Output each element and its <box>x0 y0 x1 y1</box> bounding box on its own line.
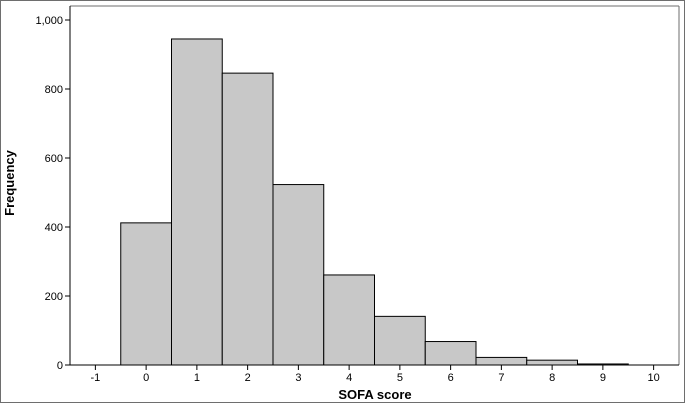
y-tick-label: 0 <box>57 360 63 372</box>
y-tick-label: 400 <box>45 222 63 234</box>
y-ticks-group: 0 200 400 600 800 1,000 <box>35 15 70 372</box>
y-tick-label: 600 <box>45 153 63 165</box>
x-tick-label: 9 <box>600 372 606 384</box>
x-tick-label: 5 <box>397 372 403 384</box>
x-tick-label: 4 <box>346 372 352 384</box>
y-tick-label: 800 <box>45 84 63 96</box>
x-tick-label: 0 <box>143 372 149 384</box>
histogram-bar <box>221 72 274 366</box>
x-tick-label: 3 <box>295 372 301 384</box>
bars-group <box>120 38 629 366</box>
x-ticks-group: -1 0 1 2 3 4 5 6 7 8 9 10 <box>90 365 660 384</box>
x-tick-label: 6 <box>448 372 454 384</box>
histogram-bar <box>526 359 578 366</box>
histogram-bar <box>120 222 172 366</box>
histogram-bar <box>424 341 477 366</box>
y-tick-label: 200 <box>45 291 63 303</box>
histogram-bar <box>475 356 528 366</box>
x-tick-label: 8 <box>549 372 555 384</box>
histogram-bar <box>272 184 325 366</box>
x-tick-label: 7 <box>498 372 504 384</box>
histogram-bar <box>171 38 223 366</box>
y-axis-title: Frequency <box>2 149 17 216</box>
histogram-bar <box>374 315 426 366</box>
x-tick-label: 2 <box>245 372 251 384</box>
axes-group <box>69 5 680 366</box>
x-tick-label: 1 <box>194 372 200 384</box>
y-tick-label: 1,000 <box>35 15 63 27</box>
x-tick-label: -1 <box>90 372 100 384</box>
histogram-bar <box>323 274 375 366</box>
x-tick-label: 10 <box>648 372 660 384</box>
x-axis-title: SOFA score <box>338 387 411 402</box>
